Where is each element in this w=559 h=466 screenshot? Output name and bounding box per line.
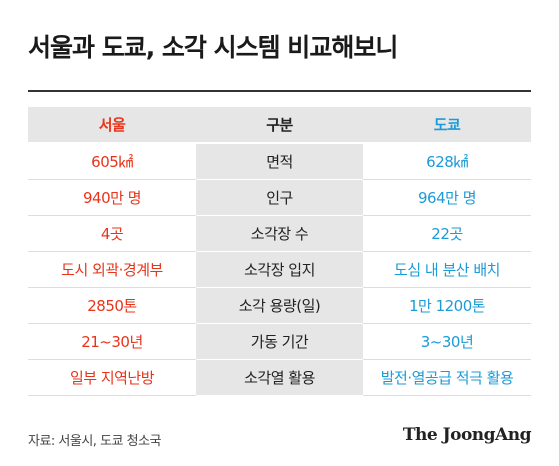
cell-label-population: 인구 [196, 179, 363, 216]
table-row: 940만 명 인구 964만 명 [28, 179, 531, 216]
cell-seoul-capacity: 2850톤 [28, 287, 196, 324]
table-header-row: 서울 구분 도쿄 [28, 107, 531, 144]
cell-seoul-population: 940만 명 [28, 179, 196, 216]
cell-label-area: 면적 [196, 143, 363, 180]
header-seoul: 서울 [28, 107, 196, 144]
chart-title: 서울과 도쿄, 소각 시스템 비교해보니 [28, 33, 398, 62]
cell-seoul-area: 605㎢ [28, 143, 196, 180]
cell-seoul-location: 도시 외곽·경계부 [28, 251, 196, 288]
cell-label-capacity: 소각 용량(일) [196, 287, 363, 324]
cell-seoul-heat-use: 일부 지역난방 [28, 359, 196, 396]
table-row: 4곳 소각장 수 22곳 [28, 215, 531, 252]
source-note: 자료: 서울시, 도쿄 청소국 [28, 434, 162, 449]
cell-label-location: 소각장 입지 [196, 251, 363, 288]
cell-tokyo-capacity: 1만 1200톤 [363, 287, 531, 324]
table-row: 일부 지역난방 소각열 활용 발전·열공급 적극 활용 [28, 359, 531, 396]
header-category: 구분 [196, 107, 363, 144]
title-divider [28, 90, 531, 92]
cell-tokyo-location: 도심 내 분산 배치 [363, 251, 531, 288]
cell-tokyo-population: 964만 명 [363, 179, 531, 216]
table-row: 도시 외곽·경계부 소각장 입지 도심 내 분산 배치 [28, 251, 531, 288]
cell-tokyo-area: 628㎢ [363, 143, 531, 180]
table-row: 2850톤 소각 용량(일) 1만 1200톤 [28, 287, 531, 324]
header-tokyo: 도쿄 [363, 107, 531, 144]
cell-label-operation: 가동 기간 [196, 323, 363, 360]
cell-seoul-incinerators: 4곳 [28, 215, 196, 252]
table-row: 605㎢ 면적 628㎢ [28, 143, 531, 180]
cell-label-incinerators: 소각장 수 [196, 215, 363, 252]
cell-tokyo-heat-use: 발전·열공급 적극 활용 [363, 359, 531, 396]
cell-label-heat-use: 소각열 활용 [196, 359, 363, 396]
cell-seoul-operation: 21~30년 [28, 323, 196, 360]
cell-tokyo-operation: 3~30년 [363, 323, 531, 360]
comparison-table: 서울 구분 도쿄 605㎢ 면적 628㎢ 940만 명 인구 964만 명 4… [28, 107, 531, 396]
cell-tokyo-incinerators: 22곳 [363, 215, 531, 252]
brand-logo: The JoongAng [402, 425, 532, 445]
table-row: 21~30년 가동 기간 3~30년 [28, 323, 531, 360]
